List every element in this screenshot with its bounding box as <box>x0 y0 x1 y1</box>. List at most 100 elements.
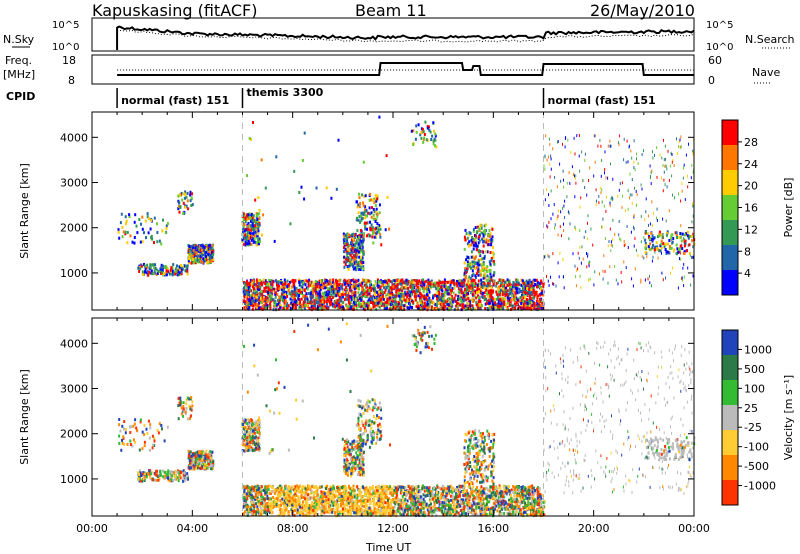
data-cell <box>377 228 380 232</box>
data-cell <box>255 243 258 247</box>
data-cell <box>395 292 398 296</box>
data-cell <box>350 301 352 304</box>
data-cell <box>197 254 200 258</box>
data-cell <box>429 280 431 284</box>
data-cell <box>254 227 257 231</box>
data-cell <box>474 243 477 246</box>
data-cell <box>337 138 340 142</box>
data-cell <box>682 266 684 270</box>
data-cell <box>480 285 483 289</box>
data-cell <box>618 188 620 192</box>
data-cell <box>465 288 468 292</box>
data-cell <box>605 176 607 180</box>
data-cell <box>560 179 562 183</box>
data-cell <box>385 303 388 307</box>
data-cell <box>604 171 605 175</box>
data-cell <box>476 261 479 265</box>
data-cell <box>485 301 488 305</box>
data-cell <box>191 203 194 207</box>
data-cell <box>541 507 544 511</box>
data-cell <box>476 285 479 289</box>
data-cell <box>649 222 651 226</box>
data-cell <box>675 233 678 237</box>
data-cell <box>314 296 317 300</box>
data-cell <box>548 220 550 224</box>
data-cell <box>246 301 249 304</box>
data-cell <box>650 231 653 235</box>
data-cell <box>411 306 413 309</box>
data-cell <box>348 302 351 306</box>
data-cell <box>534 278 536 282</box>
data-cell <box>597 144 599 148</box>
data-cell <box>516 298 519 302</box>
data-cell <box>412 129 415 133</box>
data-cell <box>277 307 280 311</box>
data-cell <box>686 174 688 178</box>
data-cell <box>482 230 485 234</box>
data-cell <box>406 299 409 303</box>
data-cell <box>453 287 456 290</box>
data-cell <box>147 273 150 277</box>
data-cell <box>495 305 498 309</box>
data-cell <box>634 267 636 271</box>
data-cell <box>612 197 614 201</box>
data-cell <box>670 246 673 250</box>
data-cell <box>599 186 601 190</box>
data-cell <box>472 237 475 241</box>
data-cell <box>374 220 377 223</box>
data-cell <box>399 300 402 304</box>
data-cell <box>464 267 467 271</box>
data-cell <box>478 227 481 231</box>
data-cell <box>402 294 405 298</box>
data-cell <box>482 265 485 269</box>
data-cell <box>251 216 254 220</box>
data-cell <box>420 284 423 288</box>
data-cell <box>349 263 352 267</box>
data-cell <box>364 194 367 198</box>
data-cell <box>415 124 418 128</box>
data-cell <box>692 255 694 259</box>
data-cell <box>500 278 503 282</box>
data-cell <box>273 301 276 304</box>
data-cell <box>532 284 535 288</box>
data-cell <box>494 297 496 301</box>
data-cell <box>515 283 518 286</box>
data-cell <box>390 287 393 291</box>
data-cell <box>412 485 415 489</box>
data-cell <box>253 289 256 293</box>
data-cell <box>252 294 255 298</box>
data-cell <box>343 278 346 282</box>
data-cell <box>438 292 441 296</box>
data-cell <box>320 279 322 283</box>
data-cell <box>510 307 512 311</box>
data-cell <box>627 160 629 164</box>
data-cell <box>353 250 356 254</box>
data-cell <box>485 250 487 254</box>
data-cell <box>456 279 458 283</box>
data-cell <box>309 290 312 294</box>
data-cell <box>249 510 252 514</box>
data-cell <box>473 256 476 260</box>
data-cell <box>360 501 363 505</box>
data-cell <box>388 227 391 231</box>
data-cell <box>288 280 291 284</box>
data-cell <box>601 158 603 162</box>
data-cell <box>518 305 521 309</box>
data-cell <box>250 224 253 228</box>
data-cell <box>135 224 138 228</box>
data-cell <box>448 280 451 284</box>
data-cell <box>208 244 211 248</box>
data-cell <box>394 302 397 306</box>
data-cell <box>554 175 556 179</box>
data-cell <box>692 204 694 208</box>
data-cell <box>360 211 363 215</box>
data-cell <box>212 252 215 256</box>
data-cell <box>309 295 312 299</box>
data-cell <box>624 209 626 213</box>
data-cell <box>270 291 273 295</box>
data-cell <box>346 288 348 292</box>
data-cell <box>587 221 588 225</box>
data-cell <box>418 286 421 290</box>
data-cell <box>472 243 475 247</box>
data-cell <box>256 223 259 226</box>
